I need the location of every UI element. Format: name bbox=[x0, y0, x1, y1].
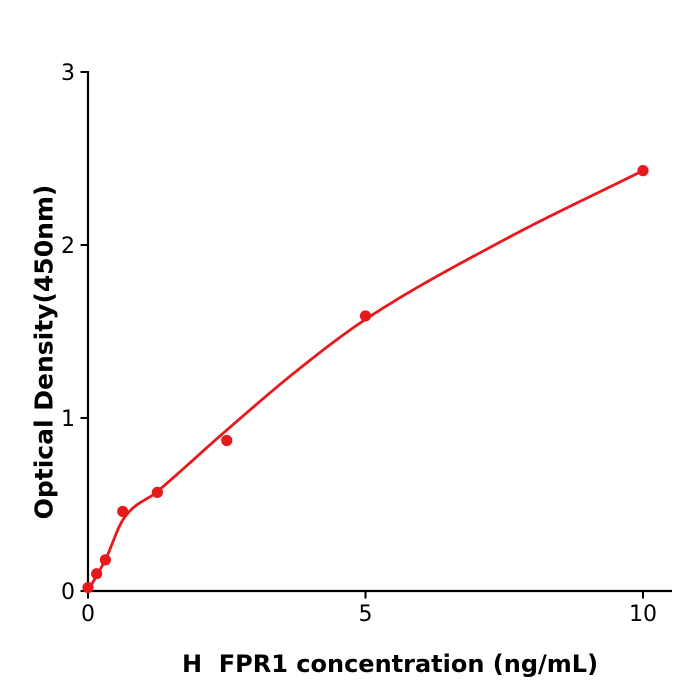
data-point bbox=[221, 434, 233, 447]
data-point bbox=[82, 581, 94, 594]
x-tick-label: 10 bbox=[629, 602, 657, 627]
y-tick-label: 2 bbox=[61, 234, 75, 259]
fit-curve bbox=[86, 169, 645, 593]
data-point bbox=[99, 554, 111, 566]
x-tick-label: 5 bbox=[359, 602, 373, 627]
x-axis-label: H FPR1 concentration (ng/mL) bbox=[181, 650, 599, 678]
y-tick-label: 3 bbox=[61, 61, 75, 86]
y-tick-label: 0 bbox=[61, 580, 75, 605]
x-tick-label: 0 bbox=[81, 602, 95, 627]
data-point bbox=[117, 505, 129, 518]
data-point bbox=[637, 165, 649, 177]
data-point bbox=[359, 310, 372, 322]
y-axis-label: Optical Density(450nm) bbox=[29, 184, 59, 520]
data-point bbox=[91, 568, 103, 580]
data-point bbox=[151, 486, 163, 498]
y-tick-label: 1 bbox=[61, 407, 75, 432]
axes-spine bbox=[86, 71, 672, 593]
